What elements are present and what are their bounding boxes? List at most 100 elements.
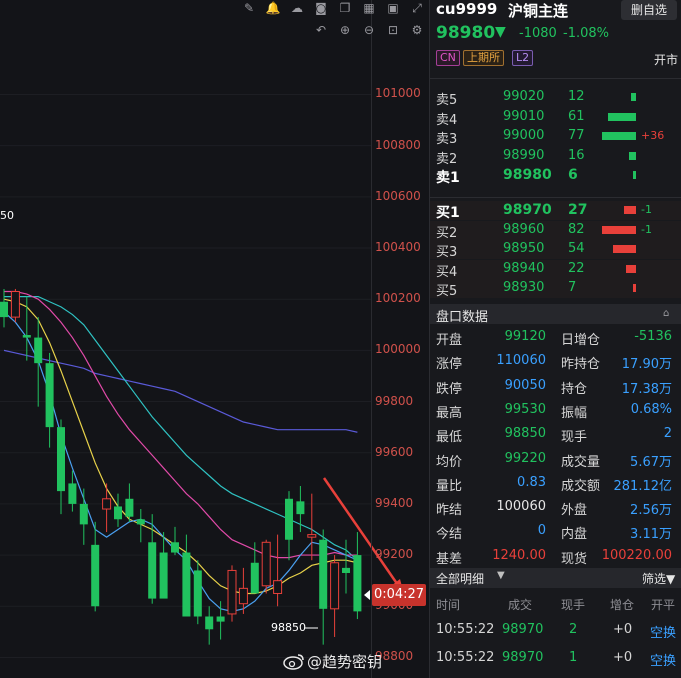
collapse-icon[interactable]: ⌂ [663, 308, 670, 319]
level-label: 买4 [436, 264, 458, 280]
symbol-name: 沪铜主连 [508, 2, 569, 20]
ask-level-4[interactable]: 卖2 98990 16 [430, 147, 681, 167]
level-label: 买3 [436, 245, 458, 260]
last-price: 98980 [436, 23, 496, 43]
ma-line-3 [4, 296, 358, 561]
weibo-icon [283, 654, 304, 670]
level-label: 卖4 [436, 112, 458, 128]
level-price: 98990 [503, 147, 545, 163]
col-price: 成交 [508, 598, 533, 612]
ask-level-5[interactable]: 卖1 98980 6 [430, 166, 681, 186]
market-tag[interactable]: CN [436, 50, 460, 66]
volume-change: -1 [641, 203, 652, 216]
cloud-icon[interactable]: ☁ [291, 1, 303, 15]
watermark-text: @趋势密钥 [307, 653, 383, 671]
level-volume: 22 [568, 260, 585, 276]
bid-level-3[interactable]: 买3 98950 54 [430, 240, 681, 260]
col-qty: 现手 [561, 598, 586, 612]
volume-bar [626, 264, 636, 273]
level-price: 99010 [503, 108, 545, 124]
chart-pane[interactable]: 101000 100800 100600 100400 100200 100000 9980… [0, 0, 428, 678]
settings-icon[interactable]: ⚙ [411, 23, 423, 37]
y-tick-label: 100000 [375, 342, 421, 357]
chevron-down-icon[interactable]: ▼ [497, 570, 505, 581]
exchange-tag[interactable]: 上期所 [463, 50, 504, 66]
bid-level-5[interactable]: 买5 98930 7 [430, 279, 681, 299]
y-tick-label: 99200 [375, 547, 414, 562]
zoom-out-icon[interactable]: ⊖ [363, 23, 375, 37]
tick-kind[interactable]: 空换 [650, 654, 677, 669]
tick-price: 98970 [502, 650, 544, 665]
stats-row: 最低 98850 现手 2 [430, 423, 681, 447]
copy-icon[interactable]: ❐ [339, 1, 351, 15]
adjust-icon[interactable]: ▦ [363, 1, 375, 15]
stat-label: 量比 [436, 478, 463, 494]
stat-label: 开盘 [436, 333, 463, 348]
tick-oi: +0 [613, 650, 633, 665]
ask-level-1[interactable]: 卖5 99020 12 [430, 88, 681, 108]
y-tick-label: 100400 [375, 240, 421, 254]
candle-body [125, 498, 134, 517]
col-kind: 开平 [651, 598, 676, 612]
pen-icon[interactable]: ✎ [243, 1, 255, 15]
ticks-header[interactable]: 全部明细 ▼ 筛选▼ [430, 568, 681, 588]
tick-qty: 1 [569, 650, 578, 665]
ask-level-2[interactable]: 卖4 99010 61 [430, 108, 681, 128]
zoom-fit-icon[interactable]: ⊡ [387, 23, 399, 37]
stat-label: 最低 [436, 430, 463, 446]
bid-level-1[interactable]: 买1 98970 27 -1 [430, 201, 681, 221]
bid-level-2[interactable]: 买2 98960 82 -1 [430, 220, 681, 241]
bar-countdown-badge: 0:04:27 [372, 584, 426, 606]
book-divider [430, 197, 681, 198]
remove-watchlist-button[interactable]: 删自选 [621, 0, 677, 20]
candle-body [296, 501, 305, 515]
tick-price: 98970 [502, 622, 544, 637]
volume-bar [624, 206, 636, 214]
filter-button[interactable]: 筛选▼ [642, 572, 676, 586]
volume-bar [630, 93, 636, 101]
layout-icon[interactable]: ▣ [387, 1, 399, 15]
stats-header[interactable]: 盘口数据 ⌂ [430, 304, 681, 325]
candle-body [102, 498, 112, 510]
zoom-in-icon[interactable]: ⊕ [339, 23, 351, 37]
candle-body [216, 616, 225, 622]
tick-row[interactable]: 10:55:22 98970 1 +0 空换 [430, 647, 681, 671]
quote-header: cu9999 沪铜主连 删自选 98980 ▼ -1080 -1.08% CN … [430, 0, 681, 74]
level2-tag[interactable]: L2 [512, 50, 534, 66]
volume-change: +36 [641, 129, 665, 142]
stat-label: 外盘 [561, 503, 588, 519]
tick-row[interactable]: 10:55:22 98970 2 +0 空换 [430, 619, 681, 643]
candle-body [45, 363, 54, 428]
ticks-title[interactable]: 全部明细 [436, 572, 485, 586]
undo-icon[interactable]: ↶ [315, 23, 327, 37]
candlestick-chart[interactable] [0, 0, 428, 678]
candle-body [148, 542, 157, 599]
candle-body [136, 519, 145, 525]
candle-body [171, 542, 179, 553]
market-status: 开市 [654, 53, 679, 67]
bid-level-4[interactable]: 买4 98940 22 [430, 259, 681, 280]
stat-label: 内盘 [561, 527, 588, 543]
bell-icon[interactable]: 🔔 [265, 1, 281, 15]
volume-bar [608, 112, 636, 121]
stat-value: 100220.00 [601, 547, 672, 563]
level-price: 98960 [503, 221, 545, 237]
clipped-price-label: 50 [0, 209, 14, 222]
stat-value: 0.68% [630, 401, 672, 417]
stats-row: 涨停 110060 昨持仓 17.90万 [430, 350, 681, 374]
level-volume: 77 [568, 128, 585, 143]
tick-kind[interactable]: 空换 [650, 626, 677, 641]
ask-level-3[interactable]: 卖3 99000 77 +36 [430, 127, 681, 147]
candle-body [91, 544, 100, 607]
stat-label: 现货 [561, 551, 588, 567]
stat-label: 基差 [436, 551, 463, 567]
volume-bar [612, 245, 636, 253]
level-price: 99000 [503, 128, 545, 143]
camera-icon[interactable]: ◙ [315, 1, 327, 15]
ticks-column-headers: 时间 成交 现手 增仓 开平 [430, 594, 681, 614]
expand-icon[interactable]: ⤢ [412, 1, 422, 15]
level-label: 买5 [436, 284, 458, 299]
y-tick-label: 99600 [375, 444, 414, 459]
volume-bar [628, 151, 636, 160]
level-price: 98980 [503, 167, 552, 183]
